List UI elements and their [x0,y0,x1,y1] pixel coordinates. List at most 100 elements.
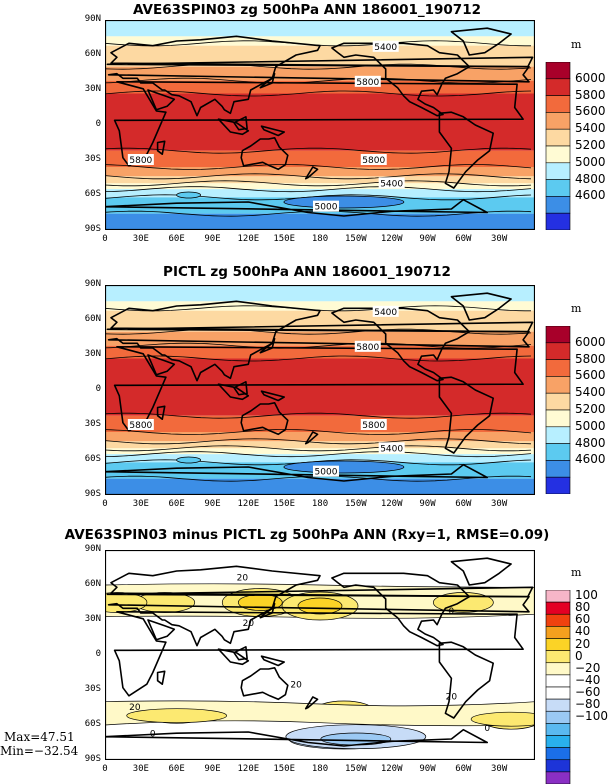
contour-line [105,173,532,180]
panel-1-title: AVE63SPIN03 zg 500hPa ANN 186001_190712 [133,2,481,18]
lon-tick-label: 120E [237,499,260,509]
field-band [105,448,535,455]
lon-tick-label: 30W [491,499,508,509]
coastline [240,667,289,701]
contour-line [105,186,532,193]
svg-text:5400: 5400 [380,444,403,454]
coastline [260,390,285,402]
coastline [240,137,289,171]
coastline [450,292,512,321]
colorbar-label: −20 [575,660,601,675]
contour-label: 20 [237,573,249,583]
colorbar-label: 20 [575,636,591,651]
colorbar-label: 6000 [575,334,606,349]
contour-line [105,429,532,435]
coastline [259,72,276,89]
contour-label: 5400 [372,305,399,318]
panel-3-max-stat: Max=47.51 [4,730,75,744]
contour-line [105,147,532,154]
coastline [438,641,494,719]
colorbar-label: 80 [575,600,591,615]
coastline [156,140,166,155]
coastline [259,337,276,354]
field-band [105,167,535,177]
field-band [105,189,535,198]
lon-tick-label: 60E [168,234,185,244]
contour-label: 5400 [378,442,405,454]
lon-tick-label: 30E [132,499,149,509]
lon-tick-label: 150E [273,234,295,244]
panel-3-units: m [571,566,582,579]
svg-text:5400: 5400 [380,179,403,189]
colorbar-label: −80 [575,697,601,712]
panel-3-map: 20 20 0 20 20 20 0 0 [105,550,535,760]
lat-tick-label: 30S [84,684,101,694]
contour-label: 20 [446,692,458,702]
colorbar-label: 5000 [575,154,606,169]
panel-2-map: 5400580058005800580054005000 [105,285,535,495]
lat-tick-label: 90S [84,224,101,234]
coastline [304,166,319,180]
lon-tick-label: 90W [419,234,436,244]
colorbar-swatch [545,650,571,664]
colorbar-swatch [545,686,571,700]
contour-line [105,451,532,458]
field-band [105,20,535,37]
colorbar-label: 5800 [575,87,606,102]
colorbar-swatch [545,626,571,639]
lon-tick-label: 150W [344,234,367,244]
colorbar-label: 4800 [575,171,606,186]
lat-tick-label: 0 [95,119,101,129]
coastline [233,646,248,661]
lon-tick-label: 0 [102,499,108,509]
lat-tick-label: 90N [84,279,101,289]
lon-tick-label: 90E [204,764,221,774]
lon-tick-label: 90E [204,234,221,244]
colorbar-label: 5600 [575,104,606,119]
coastline [147,354,176,376]
contour-label: 20 [129,703,141,713]
coastline [106,586,534,598]
lat-tick-label: 90S [84,754,101,764]
lat-tick-label: 60S [84,189,101,199]
lat-tick-label: 90S [84,489,101,499]
coastline [304,696,319,710]
coastline [147,619,176,641]
contour-label: 5000 [312,465,339,478]
colorbar-label: 5000 [575,418,606,433]
svg-text:5800: 5800 [356,343,379,353]
svg-text:5800: 5800 [362,156,385,166]
field-band [105,36,535,46]
lon-tick-label: 90W [419,764,436,774]
colorbar-label: 5800 [575,351,606,366]
contour-line [105,63,532,70]
coastline [240,402,289,436]
contour-line [105,355,532,362]
coastline [233,116,248,131]
map-frame [105,550,535,760]
lat-tick-label: 60N [84,314,101,324]
contour-line [105,164,532,170]
lat-tick-label: 30N [84,614,101,624]
colorbar-label: 100 [575,588,598,603]
svg-text:5800: 5800 [129,156,152,166]
lon-tick-label: 150E [273,499,295,509]
field-band [105,285,535,302]
contour-label: 5400 [372,40,399,53]
lon-tick-label: 90E [204,499,221,509]
lat-tick-label: 90N [84,14,101,24]
panel-3-colorbar [545,590,571,784]
lat-tick-label: 0 [95,384,101,394]
colorbar-swatch [545,674,571,688]
colorbar-label: 0 [575,648,583,663]
colorbar-label: 4600 [575,452,606,467]
lon-tick-label: 120W [380,764,403,774]
contour-closed [176,456,202,464]
contour-line [105,438,532,445]
colorbar-swatch [545,601,571,615]
panel-3-min-stat: Min=−32.54 [0,744,79,758]
contour-label: 0 [150,730,156,740]
lon-tick-label: 150W [344,499,367,509]
lat-tick-label: 60N [84,49,101,59]
